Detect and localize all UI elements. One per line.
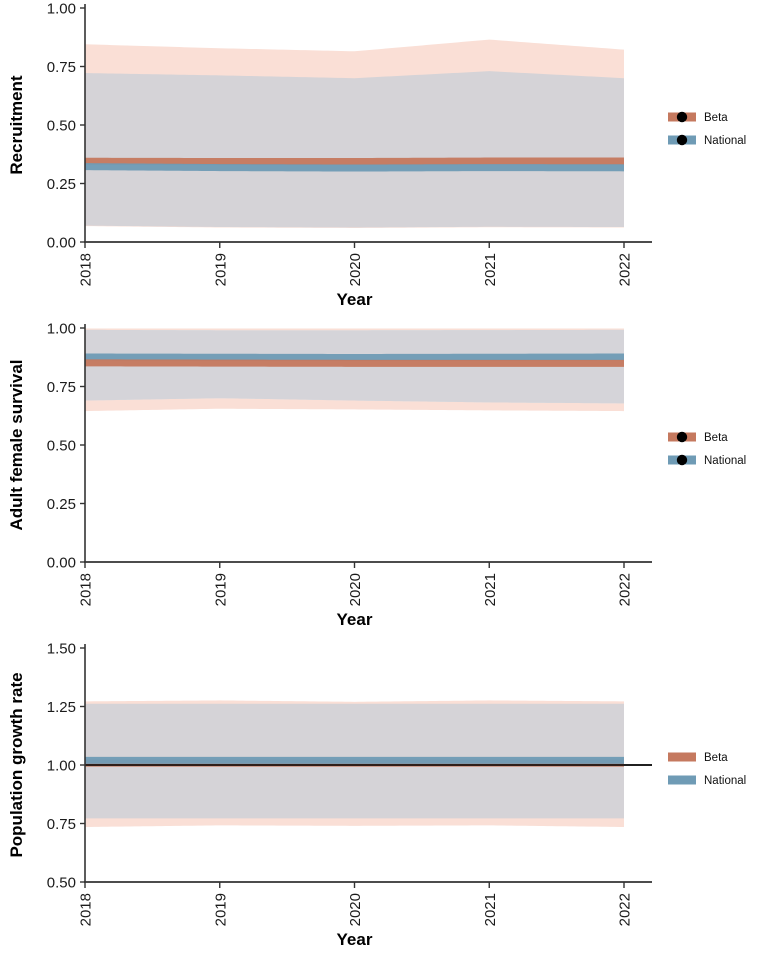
x-tick-label: 2018 — [78, 893, 95, 926]
panel-recruitment: 0.00 0.25 0.50 0.75 1.00 2018 2019 2020 2021 2022… — [0, 0, 768, 320]
y-tick-label: 0.50 — [47, 438, 76, 455]
y-tick-label: 0.00 — [47, 555, 76, 572]
legend-label-national: National — [704, 455, 746, 467]
x-tick-label: 2019 — [212, 893, 229, 926]
panel-recruitment-plot: 0.00 0.25 0.50 0.75 1.00 2018 2019 2020 2021 2022… — [7, 1, 746, 310]
ribbon-national — [85, 71, 624, 228]
legend-label-national: National — [704, 775, 746, 787]
legend-dot-icon — [676, 134, 688, 146]
y-tick-label: 0.50 — [47, 875, 76, 892]
x-tick-label: 2018 — [78, 253, 95, 286]
legend: Beta National — [668, 111, 746, 147]
line-national — [84, 163, 625, 172]
plot-area — [85, 700, 652, 828]
x-tick-label: 2022 — [617, 893, 634, 926]
y-axis-title: Recruitment — [7, 75, 26, 175]
legend-dot-icon — [676, 454, 688, 466]
x-tick-label: 2021 — [482, 573, 499, 606]
x-axis-title: Year — [337, 930, 373, 949]
plot-area — [84, 39, 625, 228]
y-tick-label: 0.75 — [47, 816, 76, 833]
x-tick-label: 2022 — [617, 253, 634, 286]
y-tick-label: 0.75 — [47, 59, 76, 76]
legend: Beta National — [668, 431, 746, 467]
legend-label-beta: Beta — [704, 752, 728, 764]
x-tick-label: 2021 — [482, 253, 499, 286]
y-tick-label: 0.50 — [47, 118, 76, 135]
x-tick-label: 2022 — [617, 573, 634, 606]
y-tick-label: 0.25 — [47, 496, 76, 513]
legend-swatch-national[interactable] — [668, 775, 696, 785]
x-tick-label: 2020 — [347, 573, 364, 606]
axes: 0.00 0.25 0.50 0.75 1.00 2018 2019 2020 2021 2022 — [47, 1, 652, 286]
panel-population-growth-rate: 0.50 0.75 1.00 1.25 1.50 2018 2019 2020 2021 2022… — [0, 640, 768, 960]
legend-item-beta[interactable]: Beta — [668, 111, 728, 124]
y-tick-label: 0.75 — [47, 379, 76, 396]
y-tick-label: 1.00 — [47, 758, 76, 775]
legend-item-beta[interactable]: Beta — [668, 752, 728, 764]
x-axis-title: Year — [337, 290, 373, 309]
plot-area — [85, 328, 624, 412]
legend-label-beta: Beta — [704, 112, 728, 124]
x-tick-label: 2020 — [347, 253, 364, 286]
y-tick-label: 1.25 — [47, 699, 76, 716]
x-tick-label: 2021 — [482, 893, 499, 926]
y-tick-label: 1.00 — [47, 1, 76, 18]
legend-label-beta: Beta — [704, 432, 728, 444]
panel-adult-female-survival-plot: 0.00 0.25 0.50 0.75 1.00 2018 2019 2020 2021 2022… — [7, 321, 746, 630]
legend-swatch-beta[interactable] — [668, 752, 696, 762]
y-axis-title: Adult female survival — [7, 359, 26, 530]
axes: 0.00 0.25 0.50 0.75 1.00 2018 2019 2020 2021 2022 — [47, 321, 652, 606]
legend-dot-icon — [676, 431, 688, 443]
legend-item-national[interactable]: National — [668, 775, 746, 787]
legend-dot-icon — [676, 111, 688, 123]
y-tick-label: 0.00 — [47, 235, 76, 252]
y-tick-label: 1.00 — [47, 321, 76, 338]
legend: Beta National — [668, 752, 746, 787]
x-tick-label: 2019 — [212, 573, 229, 606]
y-tick-label: 1.50 — [47, 641, 76, 658]
legend-item-national[interactable]: National — [668, 454, 746, 467]
panel-population-growth-rate-plot: 0.50 0.75 1.00 1.25 1.50 2018 2019 2020 2021 2022… — [7, 641, 746, 950]
y-axis-title: Population growth rate — [7, 672, 26, 857]
x-tick-label: 2019 — [212, 253, 229, 286]
x-tick-label: 2020 — [347, 893, 364, 926]
y-tick-label: 0.25 — [47, 176, 76, 193]
legend-item-beta[interactable]: Beta — [668, 431, 728, 444]
panel-adult-female-survival: 0.00 0.25 0.50 0.75 1.00 2018 2019 2020 2021 2022… — [0, 320, 768, 640]
x-axis-title: Year — [337, 610, 373, 629]
legend-label-national: National — [704, 135, 746, 147]
axes: 0.50 0.75 1.00 1.25 1.50 2018 2019 2020 2021 2022 — [47, 641, 652, 926]
x-tick-label: 2018 — [78, 573, 95, 606]
legend-item-national[interactable]: National — [668, 134, 746, 147]
